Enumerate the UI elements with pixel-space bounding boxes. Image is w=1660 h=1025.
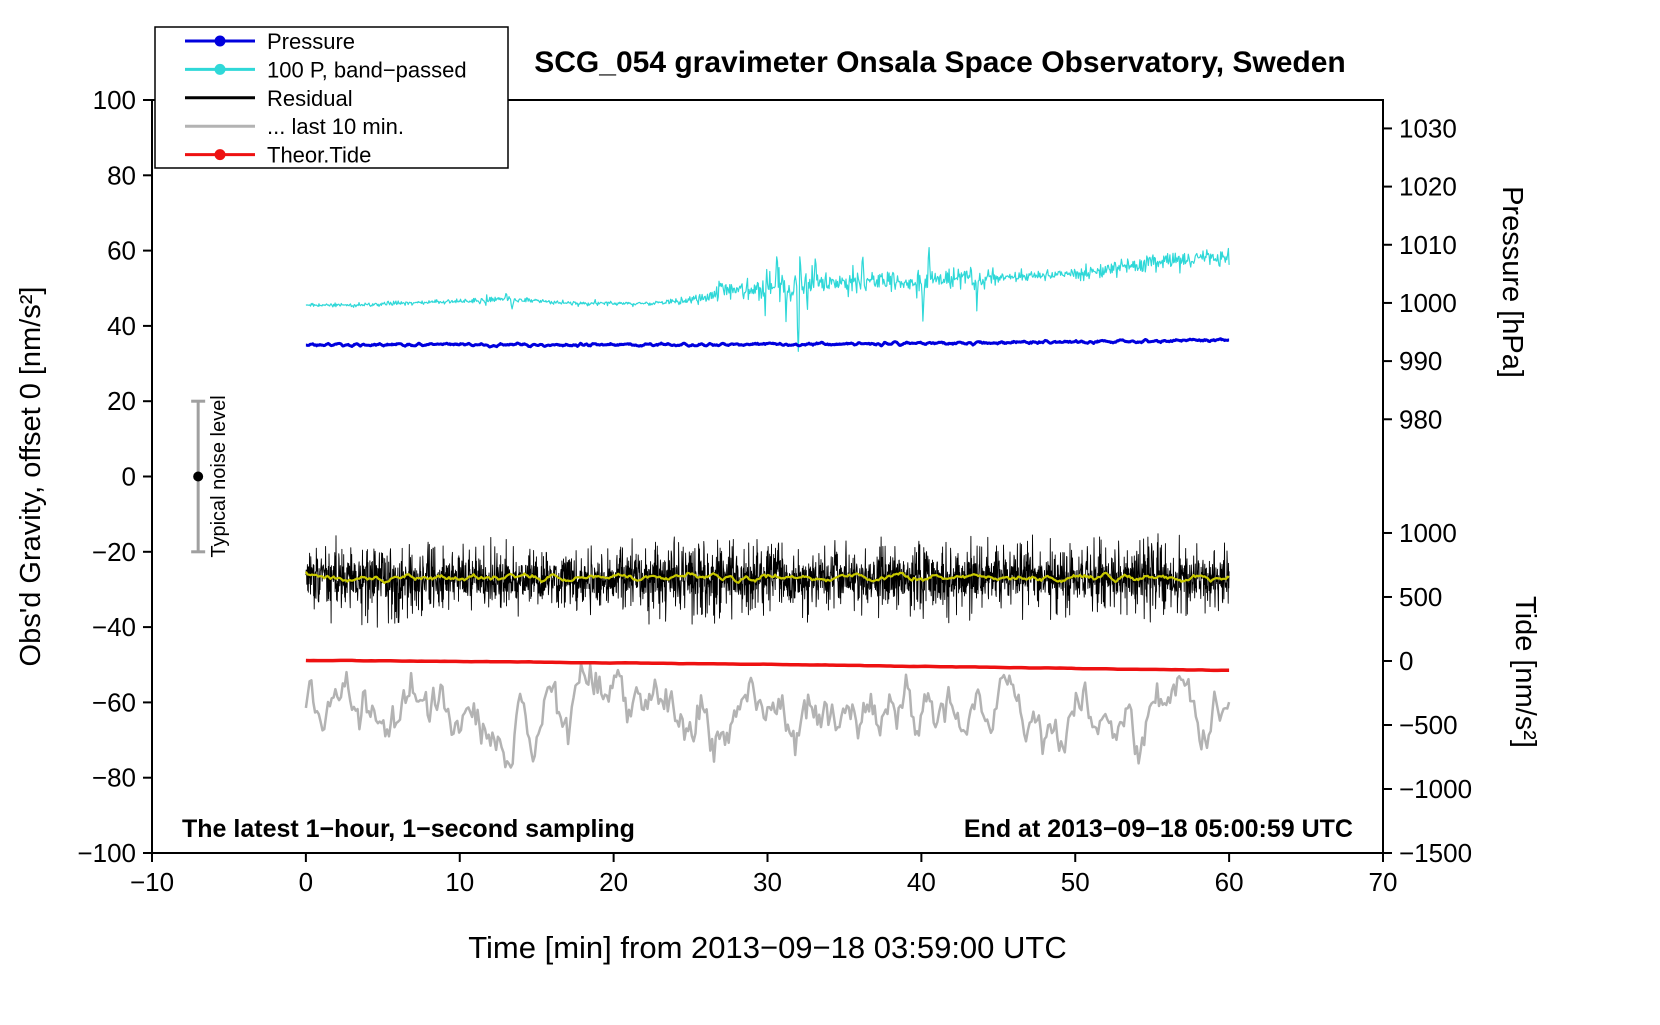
axes: −10 0 10 20 30 40 50 60 70−100−80−60−40−20020406… <box>77 85 1472 897</box>
noise-level-label: Typical noise level <box>208 395 230 557</box>
series-residual_smooth-path <box>304 571 1230 584</box>
legend-marker-4 <box>214 149 226 161</box>
pressure-axis-tick-label: 1000 <box>1399 288 1457 318</box>
y-axis-tick-label: 100 <box>93 85 136 115</box>
annotation-sampling-info: The latest 1−hour, 1−second sampling <box>182 815 635 843</box>
noise-level-dot <box>193 471 204 482</box>
noise-level-indicator: Typical noise level <box>191 395 230 558</box>
x-axis-tick-label: 10 <box>445 867 474 897</box>
x-axis-tick-label: 50 <box>1061 867 1090 897</box>
x-axis-tick-label: 0 <box>299 867 313 897</box>
legend-label-4: Theor.Tide <box>267 143 371 168</box>
series-last10-path <box>304 662 1231 769</box>
series <box>304 247 1231 769</box>
pressure-axis-tick-label: 980 <box>1399 404 1442 434</box>
legend-label-1: 100 P, band−passed <box>267 57 467 82</box>
y-axis-tick-label: −100 <box>77 838 136 868</box>
tide-axis-tick-label: −500 <box>1399 710 1458 740</box>
pressure-axis-tick-label: 1020 <box>1399 172 1457 202</box>
y-axis-title: Obs'd Gravity, offset 0 [nm/s²] <box>15 287 47 667</box>
tide-axis-tick-label: −1000 <box>1399 774 1472 804</box>
annotation-end-time: End at 2013−09−18 05:00:59 UTC <box>964 815 1353 843</box>
x-axis-tick-label: 20 <box>599 867 628 897</box>
tide-axis-tick-label: −1500 <box>1399 838 1472 868</box>
pressure-axis-tick-label: 990 <box>1399 346 1442 376</box>
x-axis-tick-label: 70 <box>1369 867 1398 897</box>
tide-axis-tick-label: 500 <box>1399 582 1442 612</box>
x-axis-title: Time [min] from 2013−09−18 03:59:00 UTC <box>468 930 1067 965</box>
chart-title: SCG_054 gravimeter Onsala Space Observat… <box>534 46 1346 79</box>
legend-label-2: Residual <box>267 86 353 111</box>
series-band_passed-path <box>305 247 1230 352</box>
legend-label-3: ... last 10 min. <box>267 114 404 139</box>
legend-marker-0 <box>214 35 226 47</box>
y-axis-tick-label: 0 <box>122 462 136 492</box>
pressure-axis-tick-label: 1030 <box>1399 113 1457 143</box>
y-axis-tick-label: 40 <box>107 311 136 341</box>
legend: Pressure 100 P, band−passed Residual ... la… <box>154 26 509 169</box>
series-pressure-path <box>305 337 1230 349</box>
annotations: The latest 1−hour, 1−second sampling End … <box>182 815 1353 843</box>
x-axis-tick-label: 60 <box>1215 867 1244 897</box>
x-axis-tick-label: 30 <box>753 867 782 897</box>
y-axis-tick-label: 60 <box>107 236 136 266</box>
legend-label-0: Pressure <box>267 29 355 54</box>
y-axis-tick-label: −20 <box>92 537 136 567</box>
tide-axis-title: Tide [nm/s²] <box>1509 596 1541 748</box>
series-residual-path <box>305 533 1230 628</box>
pressure-axis-tick-label: 1010 <box>1399 230 1457 260</box>
series-theor_tide-path <box>305 658 1230 673</box>
legend-marker-1 <box>214 63 226 75</box>
x-axis-tick-label: −10 <box>130 867 174 897</box>
tide-axis-tick-label: 0 <box>1399 646 1413 676</box>
y-axis-tick-label: −80 <box>92 763 136 793</box>
x-axis-tick-label: 40 <box>907 867 936 897</box>
y-axis-tick-label: −40 <box>92 612 136 642</box>
y-axis-tick-label: −60 <box>92 687 136 717</box>
y-axis-tick-label: 80 <box>107 160 136 190</box>
pressure-axis-title: Pressure [hPa] <box>1496 186 1528 378</box>
tide-axis-tick-label: 1000 <box>1399 518 1457 548</box>
y-axis-tick-label: 20 <box>107 386 136 416</box>
